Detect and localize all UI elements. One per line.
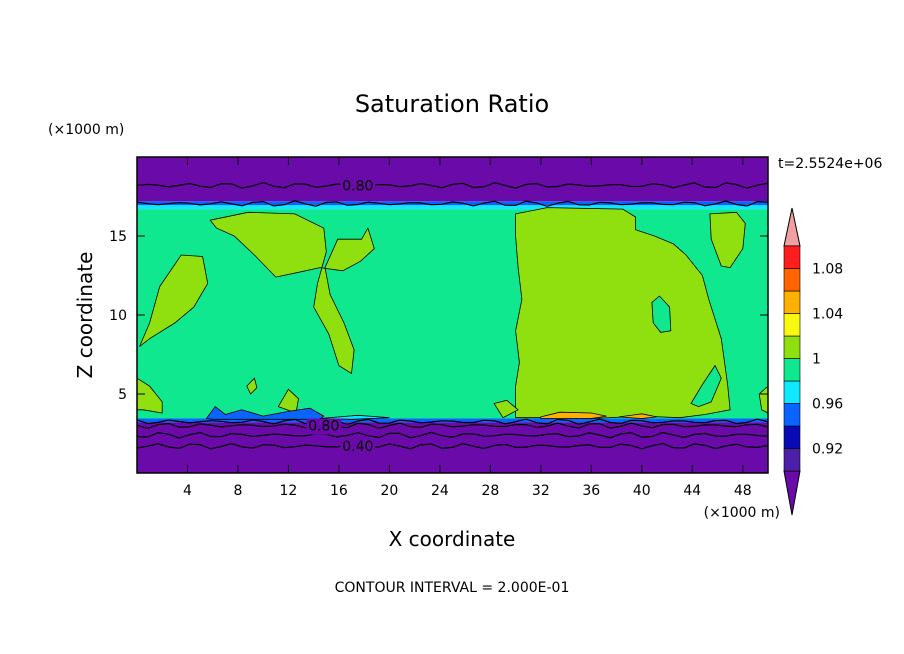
x-tick-label-1: 8 [233,483,242,499]
contour-line-3 [137,422,768,430]
x-tick-label-10: 44 [683,483,701,499]
y-tick-label-0: 5 [118,387,127,403]
colorbar-swatch-9 [783,245,801,269]
field-band-5 [137,157,768,202]
colorbar-swatch-4 [783,358,801,382]
field-region-10 [690,364,722,408]
contour-line-1 [137,200,768,207]
colorbar-swatch-0 [783,448,801,472]
field-region-11 [540,411,607,419]
contour-label-1: 0.80 [308,419,339,435]
contour-line-4 [137,431,768,439]
colorbar-swatch-2 [783,403,801,427]
field-region-1 [209,211,375,375]
colorbar-label-3: 1.04 [812,307,843,323]
x-tick-label-11: 48 [734,483,752,499]
colorbar-swatch-5 [783,335,801,359]
contour-line-2 [137,418,768,426]
field-band-1 [137,418,768,423]
plot-area [137,157,768,473]
x-tick-label-5: 24 [431,483,449,499]
colorbar-label-4: 1.08 [812,262,843,278]
colorbar-under-triangle [783,470,801,516]
field-region-12 [619,413,657,419]
x-tick-label-4: 20 [380,483,398,499]
x-tick-label-2: 12 [280,483,298,499]
colorbar-swatch-8 [783,268,801,292]
colorbar-label-1: 0.96 [812,397,843,413]
colorbar-swatch-7 [783,290,801,314]
x-unit-label: (×1000 m) [704,505,780,521]
y-unit-label: (×1000 m) [48,122,124,138]
contour-labels: 0.800.800.40 [306,178,376,456]
chart-title: Saturation Ratio [355,90,549,118]
y-tick-label-1: 10 [109,308,127,324]
colorbar-label-0: 0.92 [812,442,843,458]
field-region-4 [246,377,258,395]
time-label: t=2.5524e+06 [778,156,882,172]
x-tick-label-9: 40 [633,483,651,499]
contour-label-0: 0.80 [342,178,373,194]
field-region-5 [515,207,731,419]
field-region-7 [493,399,519,419]
contour-label-bg-1 [306,418,342,435]
contour-label-bg-0 [340,178,376,195]
contour-label-bg-2 [340,439,376,456]
x-tick-label-8: 36 [582,483,600,499]
x-tick-label-0: 4 [183,483,192,499]
contour-interval-note: CONTOUR INTERVAL = 2.000E-01 [335,580,570,596]
y-axis: 5 10 15 [109,229,768,403]
colorbar: 0.92 0.96 1 1.04 1.08 [783,207,843,516]
field-region-2 [137,377,163,414]
colorbar-swatch-1 [783,425,801,449]
field-band-3 [137,205,768,210]
field-region-8 [758,385,768,414]
y-tick-label-2: 15 [109,229,127,245]
contour-label-2: 0.40 [342,439,373,455]
x-tick-label-6: 28 [481,483,499,499]
x-tick-label-3: 16 [330,483,348,499]
contour-line-0 [137,181,768,189]
colorbar-over-triangle [783,207,801,247]
field-region-13 [205,406,325,420]
x-axis: 4 8 12 16 20 24 28 32 36 40 44 48 [183,157,752,499]
colorbar-label-2: 1 [812,352,821,368]
y-axis-label: Z coordinate [73,252,97,379]
x-tick-label-7: 32 [532,483,550,499]
colorbar-swatch-3 [783,380,801,404]
colorbar-swatch-6 [783,313,801,337]
field-region-6 [709,211,746,269]
x-axis-label: X coordinate [389,527,516,551]
field-band-4 [137,201,768,206]
field-region-9 [651,295,672,333]
contour-line-5 [137,442,768,450]
field-region-0 [139,254,209,347]
